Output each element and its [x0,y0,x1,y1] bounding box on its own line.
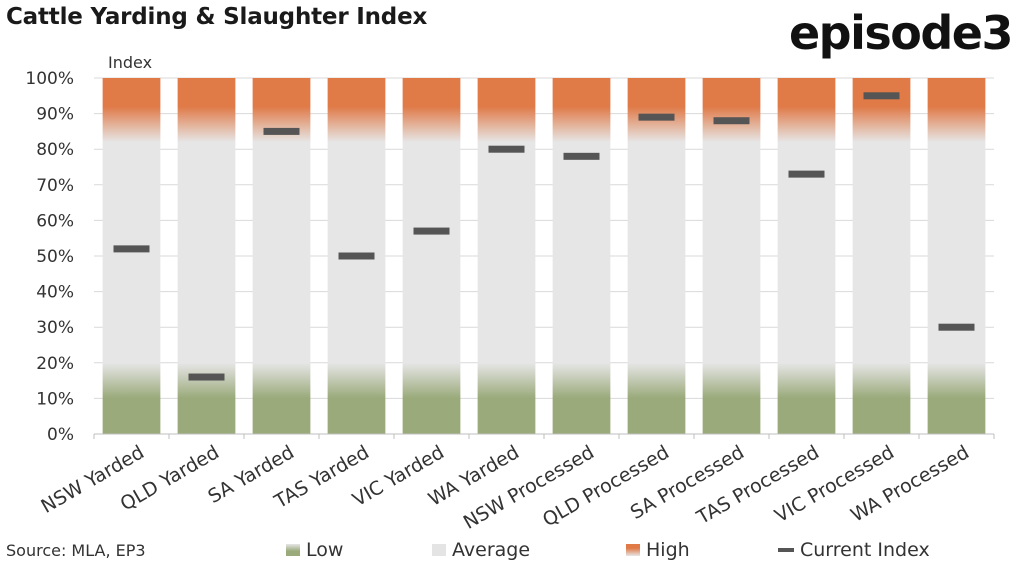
y-tick-label: 100% [25,69,74,89]
current-index-marker [338,252,375,260]
x-tick-label: TAS Processed [692,441,823,529]
y-tick-label: 0% [47,425,74,445]
current-index-marker [713,117,750,125]
bar-band [477,78,536,434]
y-tick-label: 80% [36,140,74,160]
bar-band [552,78,611,434]
bar-band [702,78,761,434]
y-tick-label: 60% [36,211,74,231]
brand-logo: episode3 [788,6,1014,60]
x-tick-label: NSW Processed [460,441,598,534]
legend-current: Current Index [778,539,930,561]
current-index-marker [113,245,150,253]
current-index-marker [938,323,975,331]
legend-low: Low [286,539,343,561]
bar-band [777,78,836,434]
bar-band [102,78,161,434]
y-tick-label: 90% [36,105,74,125]
legend-low-swatch-icon [286,544,300,556]
y-tick-label: 70% [36,176,74,196]
legend-high-swatch-icon [626,544,640,556]
legend-low-label: Low [306,539,344,561]
y-tick-label: 10% [36,389,74,409]
current-index-marker [863,92,900,100]
y-tick-label: 20% [36,354,74,374]
legend-current-swatch-icon [778,548,794,552]
current-index-marker [263,127,300,135]
current-index-marker [788,170,825,178]
source-note: Source: MLA, EP3 [6,541,146,560]
current-index-marker [488,145,525,153]
legend-current-label: Current Index [800,539,930,561]
bar-band [852,78,911,434]
current-index-marker [638,113,675,121]
bar-band [627,78,686,434]
chart-plot: 0%10%20%30%40%50%60%70%80%90%100%NSW Yar… [25,53,995,534]
current-index-marker [413,227,450,235]
y-axis-label: Index [108,53,152,72]
legend-average-swatch-icon [432,544,446,556]
x-tick-label: QLD Processed [539,441,673,531]
current-index-marker [563,152,600,160]
legend-average: Average [432,539,530,561]
y-tick-label: 50% [36,247,74,267]
bar-band [177,78,236,434]
current-index-marker [188,373,225,381]
bar-band [927,78,986,434]
y-tick-label: 30% [36,318,74,338]
y-tick-label: 40% [36,283,74,303]
chart-title: Cattle Yarding & Slaughter Index [6,4,428,30]
chart-footer: Source: MLA, EP3 Low Average High Curren… [0,536,1024,566]
legend-high-label: High [646,539,690,561]
legend-average-label: Average [452,539,531,561]
bar-band [402,78,461,434]
legend-high: High [626,539,690,561]
bar-band [252,78,311,434]
